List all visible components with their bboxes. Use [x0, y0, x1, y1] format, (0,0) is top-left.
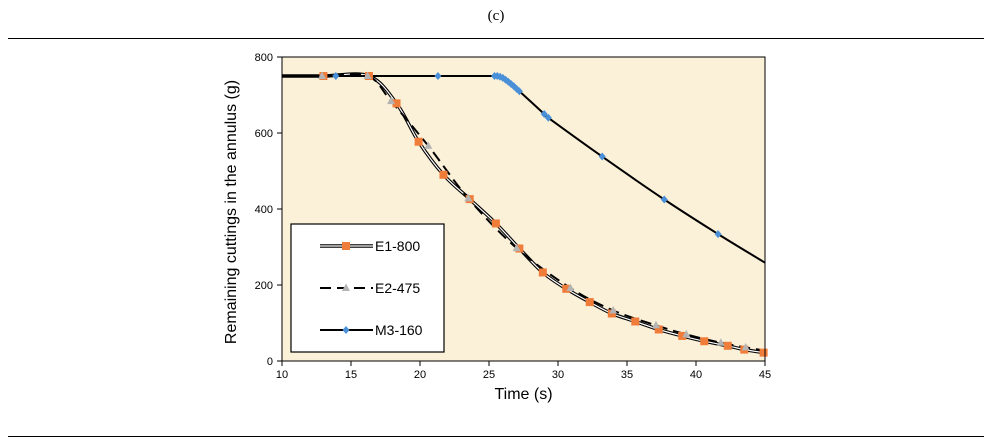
e1-800-point: [723, 341, 732, 350]
e2-475-markers: [318, 71, 750, 351]
x-tick-label: 20: [414, 369, 426, 381]
m3-160-point: [434, 72, 442, 80]
m3-160-point: [598, 152, 606, 161]
legend: E1-800 E2-475 M3-160: [290, 223, 445, 353]
m3-160-point: [515, 87, 523, 96]
y-axis-title: Remaining cuttings in the annulus (g): [223, 80, 240, 344]
e2-475-point: [609, 305, 618, 314]
m3-160-markers: [332, 72, 722, 239]
m3-160-point: [714, 230, 722, 239]
e1-800-point: [678, 331, 687, 340]
panel-caption: (c): [487, 8, 505, 24]
e1-800-point: [607, 309, 616, 318]
m3-160-point: [660, 195, 668, 204]
e2-475-point: [424, 141, 433, 149]
e2-475-point: [651, 320, 660, 329]
e1-800-point: [414, 137, 423, 146]
e2-475-point: [716, 338, 725, 346]
y-tick-label: 400: [255, 204, 273, 216]
series-markers: [318, 71, 768, 357]
x-tick-label: 25: [483, 369, 495, 381]
x-tick-label: 35: [621, 369, 633, 381]
e1-800-point: [392, 99, 401, 108]
e2-475-point: [363, 71, 372, 79]
legend-e2-475-marker: [342, 283, 350, 291]
e1-800-point: [759, 348, 768, 357]
e1-800-point: [700, 337, 709, 346]
x-tick-label: 30: [552, 369, 564, 381]
legend-e1-800-marker: [342, 242, 350, 250]
e2-475-point: [682, 329, 691, 338]
e1-800-point: [562, 284, 571, 293]
top-rule: [8, 38, 984, 39]
y-tick-label: 800: [255, 52, 273, 64]
y-tick-label: 200: [255, 280, 273, 292]
e2-475-point: [387, 96, 396, 105]
m3-160-point: [544, 113, 552, 122]
x-tick-label: 15: [345, 369, 357, 381]
e2-475-point: [464, 193, 473, 202]
e1-800-point: [585, 298, 594, 307]
legend-e1-800-label: E1-800: [375, 238, 420, 254]
e1-800-point: [538, 268, 547, 277]
x-axis-title: Time (s): [494, 386, 552, 403]
e1-800-point: [654, 325, 663, 334]
e1-800-point: [515, 244, 524, 253]
bottom-rule: [8, 436, 984, 437]
y-axis: 0 200 400 600 800: [255, 52, 282, 368]
e1-800-point: [439, 170, 448, 179]
m3-160-point: [332, 72, 340, 80]
y-tick-label: 600: [255, 128, 273, 140]
y-tick-label: 0: [267, 356, 273, 368]
x-tick-label: 10: [276, 369, 288, 381]
legend-m3-160-label: M3-160: [375, 322, 423, 338]
x-axis: 10 15 20 25 30 35 40 45: [276, 361, 771, 381]
e2-475-point: [566, 283, 575, 292]
e2-475-point: [318, 71, 327, 79]
e1-800-point: [631, 317, 640, 326]
m3-160-point: [540, 110, 548, 118]
legend-m3-160-marker: [342, 326, 350, 334]
x-tick-label: 45: [759, 369, 771, 381]
e1-800-point: [491, 219, 500, 228]
x-tick-label: 40: [690, 369, 702, 381]
e2-475-point: [741, 342, 750, 351]
e2-475-point: [512, 243, 521, 252]
m3-160-point: [507, 79, 515, 88]
legend-e2-475-label: E2-475: [375, 280, 420, 296]
